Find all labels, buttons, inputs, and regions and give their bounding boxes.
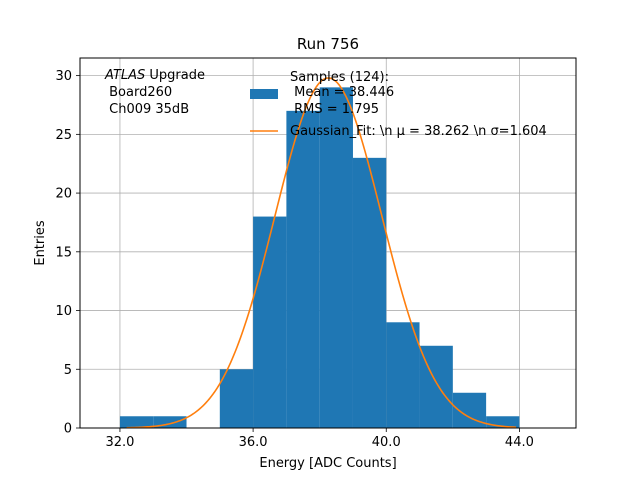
legend-fit-label: Gaussian_Fit: \n μ = 38.262 \n σ=1.604: [290, 124, 547, 139]
histogram-bar: [319, 87, 353, 428]
y-tick-label: 25: [55, 128, 72, 143]
legend: Samples (124): Mean = 38.446 RMS = 1.795…: [250, 70, 547, 139]
y-tick-label: 5: [64, 363, 72, 378]
legend-samples-line-3: RMS = 1.795: [290, 102, 379, 117]
y-tick-label: 0: [64, 422, 72, 437]
y-tick-label: 20: [55, 187, 72, 202]
y-tick-label: 30: [55, 69, 72, 84]
x-tick-label: 40.0: [372, 435, 401, 450]
histogram-bar: [219, 369, 254, 428]
annotation-line-2: Board260: [105, 85, 172, 100]
legend-samples-line-1: Samples (124):: [290, 70, 389, 85]
x-axis-label: Energy [ADC Counts]: [259, 456, 396, 471]
histogram-bar: [386, 322, 420, 428]
histogram-bars: [119, 87, 520, 429]
histogram-bar: [286, 110, 320, 428]
atlas-annotation: ATLAS Upgrade Board260 Ch009 35dB: [104, 68, 205, 117]
gaussian-fit-curve: [126, 77, 517, 429]
histogram-bar: [352, 157, 387, 429]
legend-samples-line-2: Mean = 38.446: [290, 85, 394, 100]
y-axis-label: Entries: [33, 220, 48, 266]
annotation-line-3: Ch009 35dB: [105, 102, 189, 117]
legend-handle-samples: [250, 89, 278, 99]
y-tick-label: 10: [55, 304, 72, 319]
histogram-bar: [486, 416, 520, 428]
annotation-italic: ATLAS: [104, 68, 145, 83]
x-tick-label: 36.0: [239, 435, 268, 450]
histogram-bar: [253, 216, 287, 428]
plot-frame: [79, 57, 577, 429]
annotation-rest: Upgrade: [145, 68, 205, 83]
x-tick-label: 32.0: [105, 435, 134, 450]
axis-ticks: 32.0 36.0 40.0 44.0 0 5 10 15 20 25 30: [55, 69, 533, 450]
gaussian-fit-layer: [126, 77, 517, 429]
histogram-bar: [119, 416, 154, 428]
histogram-bar: [153, 416, 187, 428]
x-tick-label: 44.0: [505, 435, 534, 450]
annotation-line-1: ATLAS Upgrade: [104, 68, 205, 83]
y-tick-label: 15: [55, 245, 72, 260]
chart-title: Run 756: [297, 35, 359, 53]
